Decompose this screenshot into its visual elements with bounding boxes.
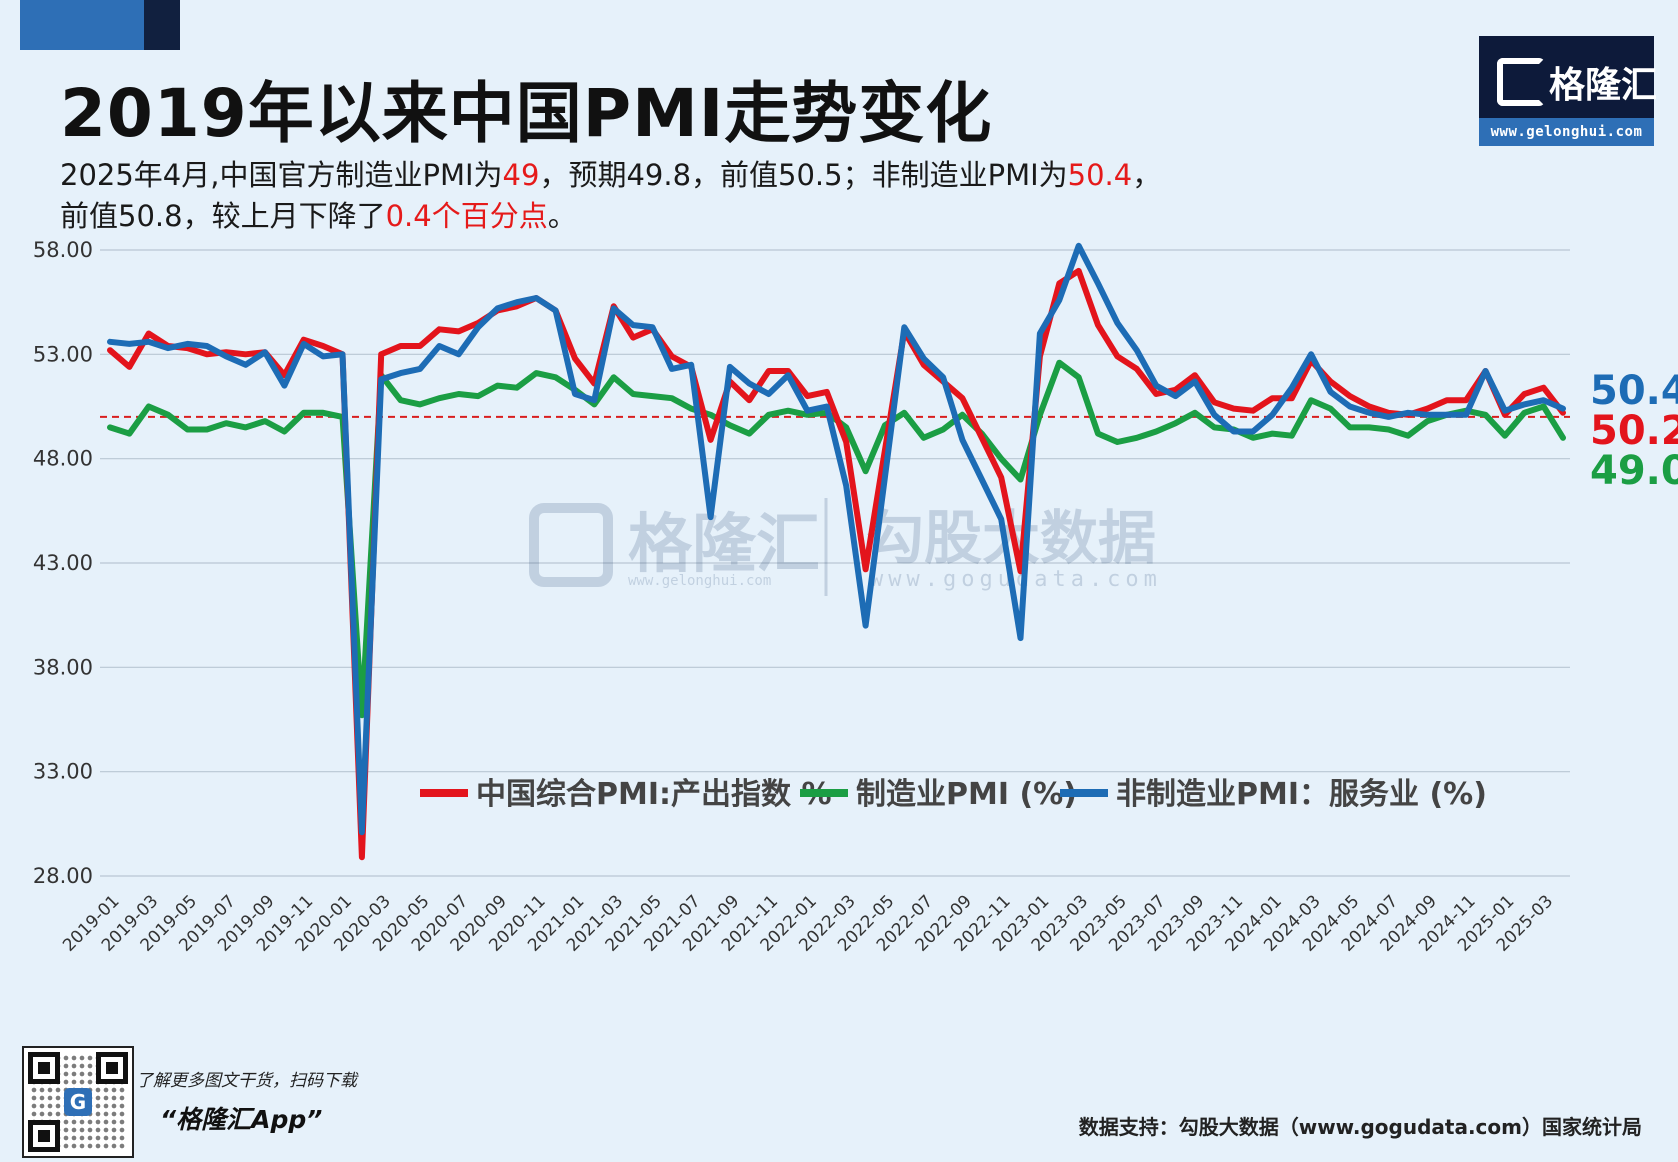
- y-tick-label: 53.00: [33, 342, 93, 366]
- y-tick-label: 28.00: [33, 864, 93, 888]
- app-name: “格隆汇App”: [160, 1105, 323, 1134]
- pmi-line-chart: 格隆汇 www.gelonghui.com 勾股大数据 www.gogudata…: [33, 240, 1678, 956]
- promo-text: 了解更多图文干货，扫码下载: [136, 1071, 357, 1091]
- subtitle-line-1-segment: 2025年4月,中国官方制造业PMI为: [60, 158, 503, 192]
- series-line-services: [107, 242, 1566, 836]
- end-value-label: 49.0: [1590, 448, 1678, 494]
- subtitle-line-1: 2025年4月,中国官方制造业PMI为49，预期49.8，前值50.5；非制造业…: [60, 152, 1161, 194]
- y-tick-label: 58.00: [33, 240, 93, 262]
- y-tick-label: 38.00: [33, 655, 93, 679]
- end-value-label: 50.4: [1590, 368, 1678, 414]
- legend-label: 中国综合PMI:产出指数 %: [476, 777, 832, 812]
- subtitle-line-1-segment: ，: [1132, 158, 1162, 192]
- y-tick-label: 43.00: [33, 551, 93, 575]
- top-accent-bar-dark: [144, 0, 180, 50]
- subtitle-line-2-segment: 。: [547, 199, 577, 233]
- end-value-label: 50.2: [1590, 408, 1678, 454]
- watermark-data-url: www.gogudata.com: [870, 567, 1162, 592]
- qr-code[interactable]: G: [22, 1046, 134, 1158]
- brand-name: 格隆汇: [1549, 65, 1658, 106]
- y-tick-label: 48.00: [33, 447, 93, 471]
- subtitle-line-1-segment: ，预期49.8，前值50.5；非制造业PMI为: [539, 158, 1068, 192]
- legend-label: 非制造业PMI：服务业 (%): [1116, 777, 1487, 812]
- watermark-brand-url: www.gelonghui.com: [628, 573, 771, 589]
- data-source: 数据支持：勾股大数据（www.gogudata.com）国家统计局: [1078, 1115, 1642, 1139]
- brand-url: www.gelonghui.com: [1479, 118, 1654, 146]
- subtitle-line-2-segment: 前值50.8，较上月下降了: [60, 199, 386, 233]
- brand-g-icon: [1497, 58, 1545, 106]
- y-tick-label: 33.00: [33, 760, 93, 784]
- watermark-brand: 格隆汇: [628, 508, 820, 582]
- legend-label: 制造业PMI (%): [856, 777, 1077, 812]
- brand-logo[interactable]: 格隆汇 www.gelonghui.com: [1479, 36, 1658, 146]
- subtitle-line-2-segment: 0.4个百分点: [385, 199, 548, 233]
- page-title: 2019年以来中国PMI走势变化: [60, 75, 993, 152]
- subtitle-line-1-segment: 49: [502, 158, 540, 192]
- qr-logo-icon: G: [64, 1088, 92, 1116]
- subtitle-line-1-segment: 50.4: [1067, 158, 1133, 192]
- subtitle-line-2: 前值50.8，较上月下降了0.4个百分点。: [60, 193, 577, 235]
- top-accent-bar: [20, 0, 144, 50]
- watermark-g-icon: [529, 503, 613, 587]
